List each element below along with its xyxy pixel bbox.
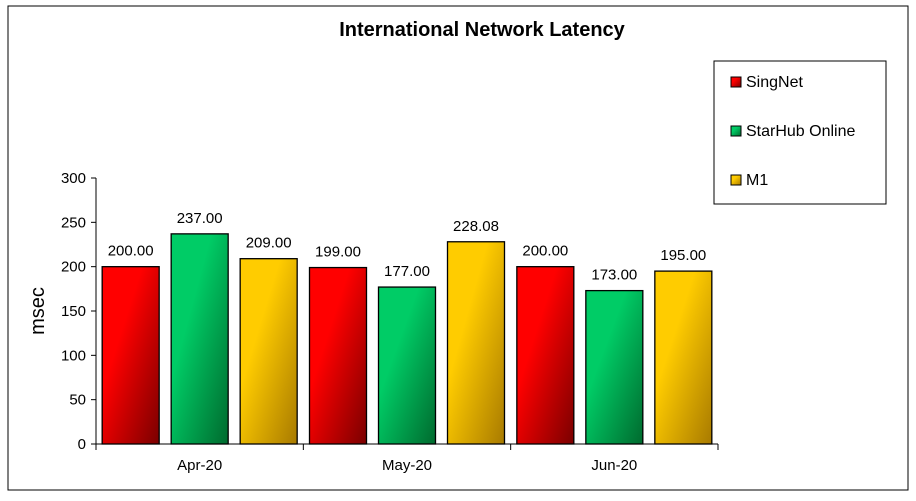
data-label: 200.00 [522, 243, 568, 260]
data-label: 237.00 [177, 210, 223, 227]
data-label: 195.00 [660, 247, 706, 264]
y-tick-label: 150 [61, 303, 86, 320]
bar-m1-may-20 [446, 241, 506, 445]
legend-swatch-icon [730, 125, 742, 137]
data-label: 209.00 [246, 235, 292, 252]
legend-box [713, 60, 887, 205]
bar-m1-jun-20 [654, 270, 713, 445]
bar-singnet-apr-20 [101, 266, 160, 445]
y-tick-label: 250 [61, 214, 86, 231]
y-tick-label: 200 [61, 259, 86, 276]
x-tick-label: Jun-20 [591, 457, 637, 474]
bar-singnet-may-20 [308, 266, 368, 445]
legend-label: M1 [746, 172, 768, 189]
y-tick-label: 0 [78, 436, 86, 453]
bar-starhub-online-may-20 [377, 286, 437, 445]
data-label: 173.00 [591, 267, 637, 284]
data-label: 199.00 [315, 244, 361, 261]
y-axis-label: msec [27, 287, 49, 335]
legend-swatch-icon [730, 76, 742, 88]
bar-m1-apr-20 [239, 258, 298, 445]
bar-singnet-jun-20 [516, 266, 575, 445]
data-label: 200.00 [108, 243, 154, 260]
legend-swatch-icon [730, 174, 742, 186]
bars-group: 200.00 237.00 209.00 199.00 177.00 228.08 200.… [101, 210, 713, 445]
legend: SingNet StarHub Online M1 [713, 60, 887, 205]
y-tick-label: 100 [61, 347, 86, 364]
y-tick-label: 300 [61, 170, 86, 187]
legend-label: SingNet [746, 74, 803, 91]
chart-title: International Network Latency [339, 19, 625, 41]
legend-label: StarHub Online [746, 123, 855, 140]
x-tick-label: Apr-20 [177, 457, 222, 474]
data-label: 228.08 [453, 218, 499, 235]
x-tick-label: May-20 [382, 457, 432, 474]
bar-starhub-online-apr-20 [170, 233, 229, 445]
y-tick-label: 50 [69, 392, 86, 409]
bar-starhub-online-jun-20 [585, 289, 644, 445]
data-label: 177.00 [384, 263, 430, 280]
